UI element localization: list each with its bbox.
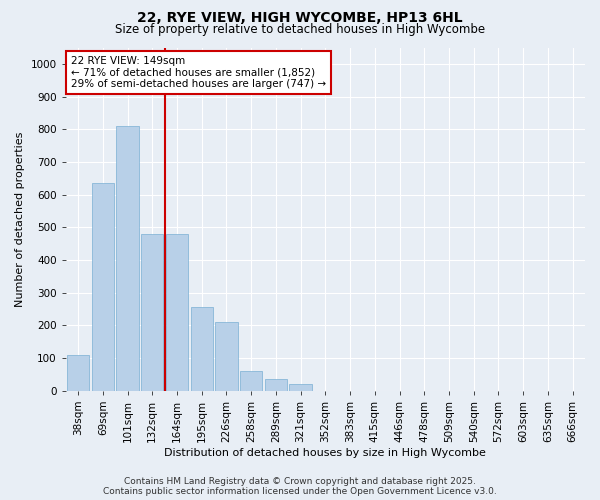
Bar <box>166 234 188 391</box>
Text: 22 RYE VIEW: 149sqm
← 71% of detached houses are smaller (1,852)
29% of semi-det: 22 RYE VIEW: 149sqm ← 71% of detached ho… <box>71 56 326 90</box>
Bar <box>240 371 262 391</box>
Text: Contains HM Land Registry data © Crown copyright and database right 2025.
Contai: Contains HM Land Registry data © Crown c… <box>103 476 497 496</box>
Bar <box>265 380 287 391</box>
Bar <box>141 234 163 391</box>
X-axis label: Distribution of detached houses by size in High Wycombe: Distribution of detached houses by size … <box>164 448 486 458</box>
Text: 22, RYE VIEW, HIGH WYCOMBE, HP13 6HL: 22, RYE VIEW, HIGH WYCOMBE, HP13 6HL <box>137 12 463 26</box>
Bar <box>67 355 89 391</box>
Bar <box>215 322 238 391</box>
Y-axis label: Number of detached properties: Number of detached properties <box>15 132 25 307</box>
Bar <box>92 183 114 391</box>
Bar <box>116 126 139 391</box>
Text: Size of property relative to detached houses in High Wycombe: Size of property relative to detached ho… <box>115 22 485 36</box>
Bar <box>191 308 213 391</box>
Bar <box>289 384 312 391</box>
